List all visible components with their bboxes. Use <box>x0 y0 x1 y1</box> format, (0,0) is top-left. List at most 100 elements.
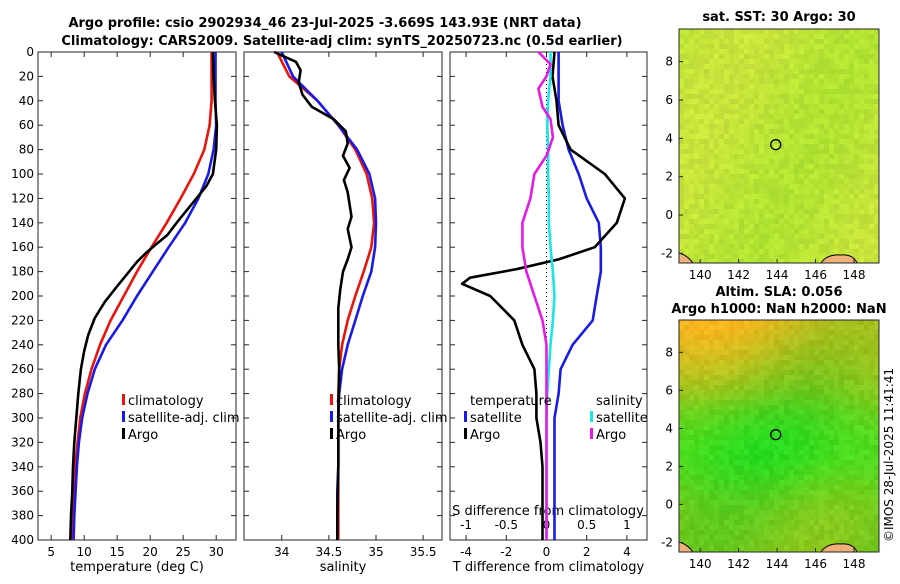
heatmap-cell <box>689 49 695 55</box>
heatmap-cell <box>814 460 820 466</box>
heatmap-cell <box>839 154 845 160</box>
heatmap-cell <box>724 460 730 466</box>
map-y-tick-label: 6 <box>665 383 673 397</box>
heatmap-cell <box>789 510 795 516</box>
heatmap-cell <box>809 545 815 551</box>
heatmap-cell <box>824 199 830 205</box>
heatmap-cell <box>874 350 880 356</box>
heatmap-cell <box>859 465 865 471</box>
heatmap-cell <box>699 44 705 50</box>
heatmap-cell <box>729 124 735 130</box>
heatmap-cell <box>849 174 855 180</box>
heatmap-cell <box>689 69 695 75</box>
heatmap-cell <box>854 460 860 466</box>
heatmap-cell <box>784 470 790 476</box>
heatmap-cell <box>794 174 800 180</box>
heatmap-cell <box>719 124 725 130</box>
heatmap-cell <box>729 460 735 466</box>
heatmap-cell <box>719 134 725 140</box>
heatmap-cell <box>699 129 705 135</box>
heatmap-cell <box>689 400 695 406</box>
heatmap-cell <box>824 490 830 496</box>
heatmap-cell <box>749 360 755 366</box>
heatmap-cell <box>819 189 825 195</box>
heatmap-cell <box>679 425 685 431</box>
heatmap-cell <box>689 345 695 351</box>
heatmap-cell <box>719 244 725 250</box>
heatmap-cell <box>699 390 705 396</box>
heatmap-cell <box>769 154 775 160</box>
heatmap-cell <box>694 540 700 546</box>
heatmap-cell <box>719 340 725 346</box>
heatmap-cell <box>769 515 775 521</box>
heatmap-cell <box>779 234 785 240</box>
heatmap-cell <box>774 169 780 175</box>
heatmap-cell <box>814 259 820 264</box>
heatmap-cell <box>704 345 710 351</box>
heatmap-cell <box>744 350 750 356</box>
heatmap-cell <box>739 44 745 50</box>
heatmap-cell <box>769 234 775 240</box>
heatmap-cell <box>849 89 855 95</box>
heatmap-cell <box>759 430 765 436</box>
heatmap-cell <box>724 380 730 386</box>
heatmap-cells <box>679 29 880 264</box>
heatmap-cell <box>834 495 840 501</box>
heatmap-cell <box>799 375 805 381</box>
heatmap-cell <box>754 174 760 180</box>
heatmap-cell <box>799 29 805 35</box>
heatmap-cell <box>714 69 720 75</box>
heatmap-cell <box>754 84 760 90</box>
heatmap-cell <box>779 189 785 195</box>
heatmap-cell <box>734 194 740 200</box>
heatmap-cell <box>759 224 765 230</box>
heatmap-cell <box>834 445 840 451</box>
heatmap-cell <box>849 144 855 150</box>
heatmap-cell <box>829 34 835 40</box>
heatmap-cell <box>724 490 730 496</box>
heatmap-cell <box>869 430 875 436</box>
heatmap-cell <box>739 325 745 331</box>
heatmap-cell <box>754 109 760 115</box>
heatmap-cell <box>834 59 840 65</box>
heatmap-cell <box>869 470 875 476</box>
heatmap-cell <box>694 84 700 90</box>
heatmap-cell <box>679 485 685 491</box>
heatmap-cell <box>869 194 875 200</box>
heatmap-cell <box>704 480 710 486</box>
heatmap-cell <box>829 114 835 120</box>
heatmap-cell <box>799 169 805 175</box>
heatmap-cell <box>679 209 685 215</box>
heatmap-cell <box>799 119 805 125</box>
heatmap-cell <box>709 380 715 386</box>
heatmap-cell <box>744 345 750 351</box>
heatmap-cell <box>739 234 745 240</box>
heatmap-cell <box>684 244 690 250</box>
heatmap-cell <box>749 530 755 536</box>
heatmap-cell <box>754 390 760 396</box>
heatmap-cell <box>709 224 715 230</box>
heatmap-cell <box>854 134 860 140</box>
heatmap-cell <box>834 465 840 471</box>
heatmap-cell <box>769 149 775 155</box>
heatmap-cell <box>784 340 790 346</box>
heatmap-cell <box>849 345 855 351</box>
heatmap-cell <box>824 400 830 406</box>
heatmap-cell <box>854 34 860 40</box>
heatmap-cell <box>824 89 830 95</box>
heatmap-cell <box>844 54 850 60</box>
heatmap-cell <box>679 405 685 411</box>
heatmap-cell <box>749 174 755 180</box>
heatmap-cell <box>764 154 770 160</box>
heatmap-cell <box>729 355 735 361</box>
heatmap-cell <box>739 425 745 431</box>
heatmap-cell <box>719 194 725 200</box>
heatmap-cell <box>729 234 735 240</box>
heatmap-cell <box>739 124 745 130</box>
heatmap-cell <box>829 109 835 115</box>
heatmap-cell <box>799 500 805 506</box>
heatmap-cell <box>744 480 750 486</box>
heatmap-cell <box>829 79 835 85</box>
heatmap-cell <box>794 530 800 536</box>
heatmap-cell <box>854 415 860 421</box>
